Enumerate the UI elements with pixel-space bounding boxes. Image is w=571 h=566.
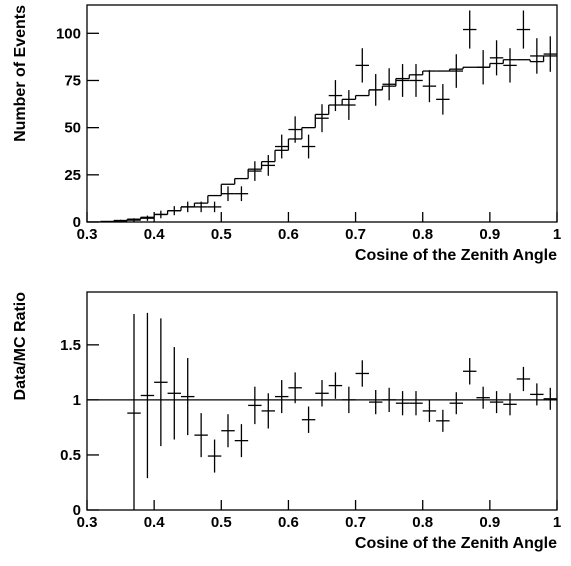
x-tick-label: 0.8 bbox=[412, 514, 433, 531]
x-axis-title: Cosine of the Zenith Angle bbox=[355, 247, 557, 264]
x-tick-label: 0.9 bbox=[479, 226, 500, 243]
y-tick-label: 0.5 bbox=[60, 447, 81, 464]
y-tick-label: 75 bbox=[64, 72, 81, 89]
y-tick-label: 50 bbox=[64, 120, 81, 137]
y-axis-title: Data/MC Ratio bbox=[12, 292, 29, 401]
x-tick-label: 0.3 bbox=[77, 514, 98, 531]
x-tick-label: 1 bbox=[553, 226, 561, 243]
y-axis-title: Number of Events bbox=[12, 5, 29, 142]
x-tick-label: 0.4 bbox=[144, 226, 166, 243]
plot-frame bbox=[86, 4, 558, 223]
x-tick-label: 0.8 bbox=[412, 226, 433, 243]
x-axis-title: Cosine of the Zenith Angle bbox=[355, 535, 557, 552]
x-tick-label: 0.6 bbox=[278, 514, 299, 531]
x-tick-label: 0.7 bbox=[345, 226, 366, 243]
x-tick-label: 0.3 bbox=[77, 226, 98, 243]
x-tick-label: 0.7 bbox=[345, 514, 366, 531]
x-tick-label: 0.5 bbox=[211, 514, 232, 531]
plot-frame bbox=[86, 291, 558, 511]
x-tick-label: 0.4 bbox=[144, 514, 166, 531]
y-tick-label: 1 bbox=[73, 392, 81, 409]
x-tick-label: 0.9 bbox=[479, 514, 500, 531]
y-tick-label: 1.5 bbox=[60, 337, 81, 354]
y-tick-label: 0 bbox=[73, 502, 81, 519]
y-tick-label: 0 bbox=[73, 214, 81, 231]
x-tick-label: 0.5 bbox=[211, 226, 232, 243]
x-tick-label: 1 bbox=[553, 514, 561, 531]
x-tick-label: 0.6 bbox=[278, 226, 299, 243]
plot-area bbox=[87, 312, 557, 510]
y-tick-label: 25 bbox=[64, 167, 81, 184]
plot-area bbox=[87, 10, 557, 222]
y-tick-label: 100 bbox=[56, 25, 81, 42]
